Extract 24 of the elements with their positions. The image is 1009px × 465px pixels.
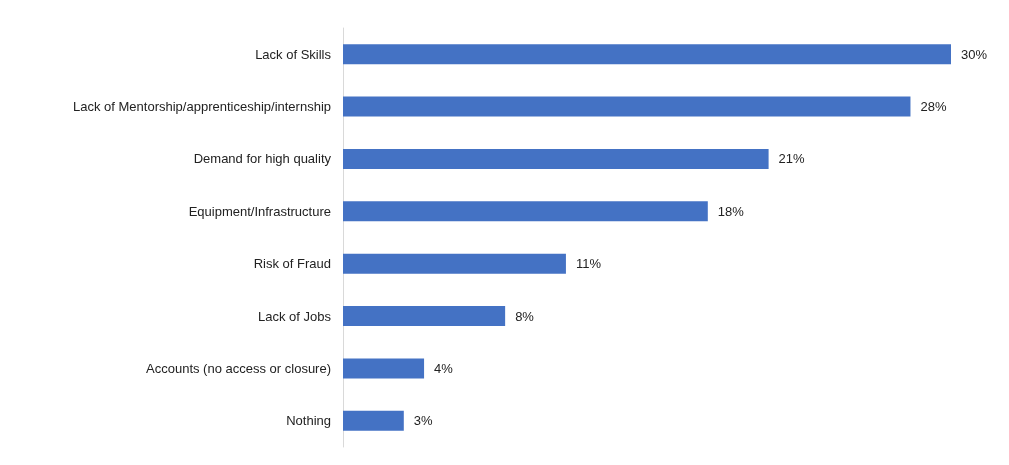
bar: [343, 410, 404, 431]
data-label: 18%: [717, 203, 745, 219]
y-tick-label: Lack of Mentorship/apprenticeship/internship: [73, 99, 331, 115]
y-tick-label: Nothing: [286, 413, 331, 429]
data-label: 11%: [575, 256, 602, 272]
data-label: 8%: [515, 308, 535, 324]
bar: [343, 306, 506, 327]
bar: [343, 96, 911, 117]
y-tick-label: Risk of Fraud: [253, 256, 331, 272]
data-label: 28%: [920, 99, 947, 115]
y-tick-label: Lack of Jobs: [258, 308, 332, 324]
y-tick-label: Demand for high quality: [193, 151, 332, 167]
y-tick-label: Equipment/Infrastructure: [188, 203, 331, 219]
data-label: 3%: [413, 413, 434, 429]
data-label: 4%: [434, 360, 454, 376]
bar: [343, 201, 708, 222]
data-label: 21%: [778, 151, 806, 167]
y-tick-label: Lack of Skills: [255, 46, 332, 62]
bar: [343, 44, 951, 65]
bar: [343, 358, 425, 379]
bar: [343, 148, 769, 169]
bar: [343, 253, 566, 274]
y-tick-label: Accounts (no access or closure): [146, 360, 331, 376]
data-label: 30%: [961, 46, 988, 62]
